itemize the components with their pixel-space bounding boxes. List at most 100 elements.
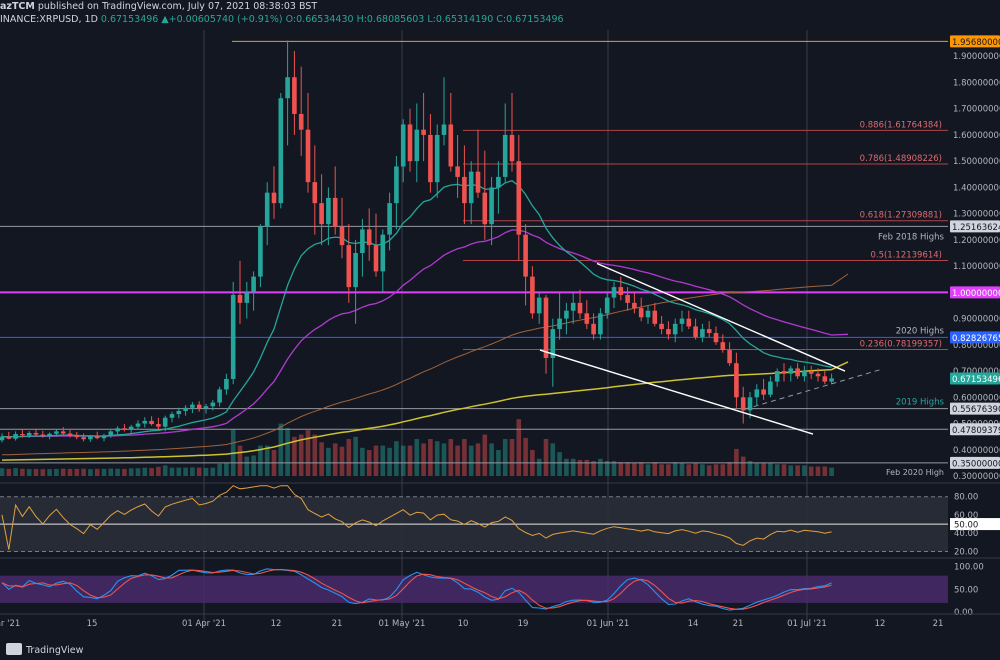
- candle-body: [591, 323, 596, 335]
- volume-bar: [122, 468, 127, 476]
- candle-body: [0, 436, 5, 441]
- candle-body: [468, 171, 474, 204]
- time-axis-tick: 21: [733, 619, 744, 629]
- volume-bar: [67, 468, 73, 476]
- volume-bar: [285, 428, 290, 476]
- candle-body: [808, 371, 814, 374]
- price-axis-tick: 0.70000000: [953, 367, 1000, 377]
- candle-body: [734, 363, 739, 398]
- volume-bar: [149, 468, 154, 476]
- candle-body: [489, 187, 494, 225]
- price-axis-level-label: 0.35000000: [952, 459, 1000, 469]
- volume-bar: [54, 468, 59, 476]
- price-axis-level-tag: [950, 402, 1000, 415]
- volume-bar: [768, 463, 773, 476]
- volume-bar: [135, 468, 141, 476]
- candle-body: [67, 433, 73, 436]
- volume-bar: [652, 462, 658, 476]
- volume-bar: [94, 468, 100, 476]
- price-axis-level-label: 0.47809379: [952, 426, 1000, 436]
- candle-body: [149, 420, 154, 425]
- candle-body: [33, 432, 39, 435]
- candle-body: [332, 197, 338, 227]
- footer-bar: TradingView: [0, 640, 1000, 660]
- stoch-axis-tick: 0.00: [954, 608, 973, 618]
- note-2020-highs: 2020 Highs: [896, 326, 945, 336]
- volume-bar: [502, 439, 508, 476]
- candle-body: [577, 302, 583, 314]
- volume-bar: [407, 445, 413, 476]
- tradingview-logo-icon: [6, 643, 22, 655]
- volume-bar: [210, 467, 216, 476]
- author-name[interactable]: azTCM: [0, 1, 35, 12]
- price-chart[interactable]: 0.886(1.61764384) 0.786(1.48908226) 0.618(…: [0, 0, 1000, 640]
- time-axis-tick: 21: [933, 619, 944, 629]
- candle-body: [761, 389, 766, 395]
- time-axis-tick: 19: [518, 619, 529, 629]
- volume-bar: [237, 445, 243, 476]
- rsi-axis-tick: 40.00: [954, 529, 978, 539]
- price-axis-level-label: 0.67153496: [952, 375, 1000, 385]
- volume-bar: [774, 464, 780, 476]
- candle-body: [210, 402, 216, 407]
- candle-body: [523, 234, 528, 277]
- volume-bar: [645, 464, 651, 476]
- candle-body: [632, 302, 637, 309]
- volume-bar: [720, 464, 726, 476]
- price-axis-level-tag: [950, 423, 1000, 436]
- volume-bar: [142, 467, 148, 476]
- tradingview-brand: TradingView: [26, 645, 84, 656]
- symbol-label[interactable]: INANCE:XRPUSD, 1D: [0, 14, 101, 25]
- time-axis-tick: ar '21: [0, 619, 20, 629]
- volume-bar: [251, 455, 256, 476]
- candle-body: [128, 426, 134, 430]
- candle-body: [264, 192, 270, 227]
- tradingview-logo[interactable]: TradingView: [6, 643, 83, 656]
- candle-body: [666, 329, 671, 335]
- volume-bar: [713, 464, 719, 476]
- volume-bar: [829, 467, 834, 476]
- candle-body: [122, 428, 127, 430]
- volume-bar: [224, 463, 229, 476]
- candle-body: [339, 226, 345, 246]
- candle-body: [54, 431, 59, 434]
- candle-body: [802, 371, 807, 377]
- candle-body: [88, 436, 93, 440]
- volume-bar: [373, 445, 379, 476]
- candle-body: [305, 129, 311, 183]
- rsi-line: [1, 485, 832, 550]
- candle-body: [135, 423, 141, 427]
- price-axis-tick: 0.40000000: [953, 446, 1000, 456]
- candle-body: [611, 287, 617, 298]
- volume-bar: [815, 466, 821, 476]
- candle-body: [421, 129, 426, 135]
- candle-body: [618, 287, 624, 295]
- symbol-info: INANCE:XRPUSD, 1D 0.67153496 ▲+0.0060574…: [0, 14, 564, 26]
- candle-body: [156, 424, 161, 427]
- volume-bar: [183, 467, 188, 476]
- candle-body: [278, 98, 284, 204]
- volume-bar: [108, 468, 114, 476]
- candle-body: [720, 342, 726, 351]
- volume-bar: [101, 468, 107, 476]
- candle-body: [659, 323, 664, 330]
- price-pane-bg: [0, 30, 948, 476]
- last-price: 0.67153496: [100, 14, 159, 25]
- volume-bar: [264, 445, 270, 476]
- candle-body: [101, 435, 107, 439]
- candle-body: [292, 77, 297, 114]
- trendline: [539, 349, 814, 435]
- volume-bar: [679, 463, 685, 476]
- candle-body: [20, 434, 25, 436]
- volume-bar: [564, 458, 569, 476]
- volume-bar: [81, 468, 86, 476]
- volume-bar: [462, 439, 467, 476]
- candle-body: [530, 276, 535, 314]
- volume-bar: [387, 447, 392, 476]
- candle-body: [428, 134, 433, 183]
- candle-body: [271, 192, 277, 204]
- candle-body: [353, 253, 358, 288]
- volume-bar: [536, 458, 542, 476]
- candle-body: [224, 378, 229, 390]
- volume-bar: [638, 462, 644, 476]
